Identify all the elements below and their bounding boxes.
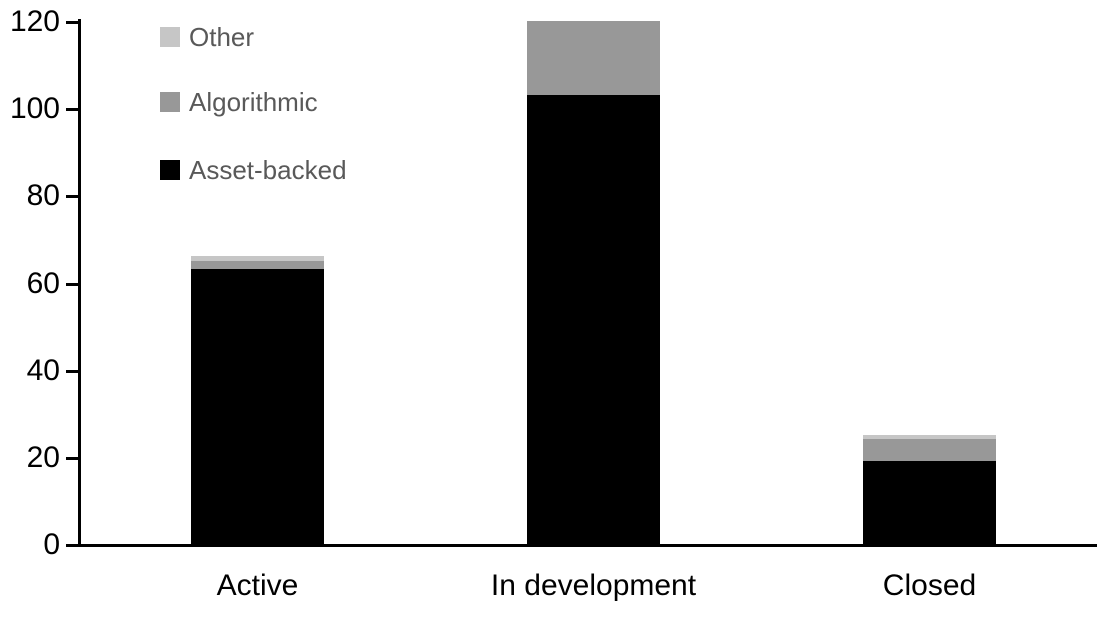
bar-segment-in-development-algorithmic xyxy=(527,21,660,95)
legend-swatch-algorithmic xyxy=(160,92,180,112)
legend-item-algorithmic: Algorithmic xyxy=(160,89,318,115)
y-tick-label-20: 20 xyxy=(26,441,60,474)
y-tick-mark-100 xyxy=(66,108,78,111)
bar-segment-active-asset-backed xyxy=(191,269,324,544)
y-tick-label-100: 100 xyxy=(9,92,60,125)
x-axis-line xyxy=(66,544,1097,547)
y-tick-mark-80 xyxy=(66,195,78,198)
bar-segment-active-other xyxy=(191,256,324,261)
legend-label-other: Other xyxy=(189,22,255,52)
legend-swatch-asset-backed xyxy=(160,160,180,180)
x-axis-label-active: Active xyxy=(216,569,299,602)
legend-label-algorithmic: Algorithmic xyxy=(189,87,318,117)
bar-segment-in-development-asset-backed xyxy=(527,95,660,544)
y-tick-mark-0 xyxy=(66,544,78,547)
legend-item-other: Other xyxy=(160,24,254,50)
legend-item-asset-backed: Asset-backed xyxy=(160,157,347,183)
y-tick-label-40: 40 xyxy=(26,354,60,387)
y-tick-mark-60 xyxy=(66,283,78,286)
y-tick-label-80: 80 xyxy=(26,179,60,212)
y-tick-mark-20 xyxy=(66,457,78,460)
x-axis-label-closed: Closed xyxy=(882,569,977,602)
y-tick-label-0: 0 xyxy=(43,528,60,561)
legend-swatch-other xyxy=(160,27,180,47)
bar-segment-closed-asset-backed xyxy=(863,461,996,544)
y-tick-label-120: 120 xyxy=(9,5,60,38)
y-tick-mark-120 xyxy=(66,21,78,24)
y-tick-label-60: 60 xyxy=(26,267,60,300)
bar-segment-active-algorithmic xyxy=(191,261,324,269)
y-axis-line xyxy=(78,19,81,547)
bar-segment-closed-algorithmic xyxy=(863,439,996,461)
y-tick-mark-40 xyxy=(66,370,78,373)
bar-segment-closed-other xyxy=(863,435,996,439)
x-axis-label-in-development: In development xyxy=(490,569,697,602)
legend-label-asset-backed: Asset-backed xyxy=(189,155,347,185)
